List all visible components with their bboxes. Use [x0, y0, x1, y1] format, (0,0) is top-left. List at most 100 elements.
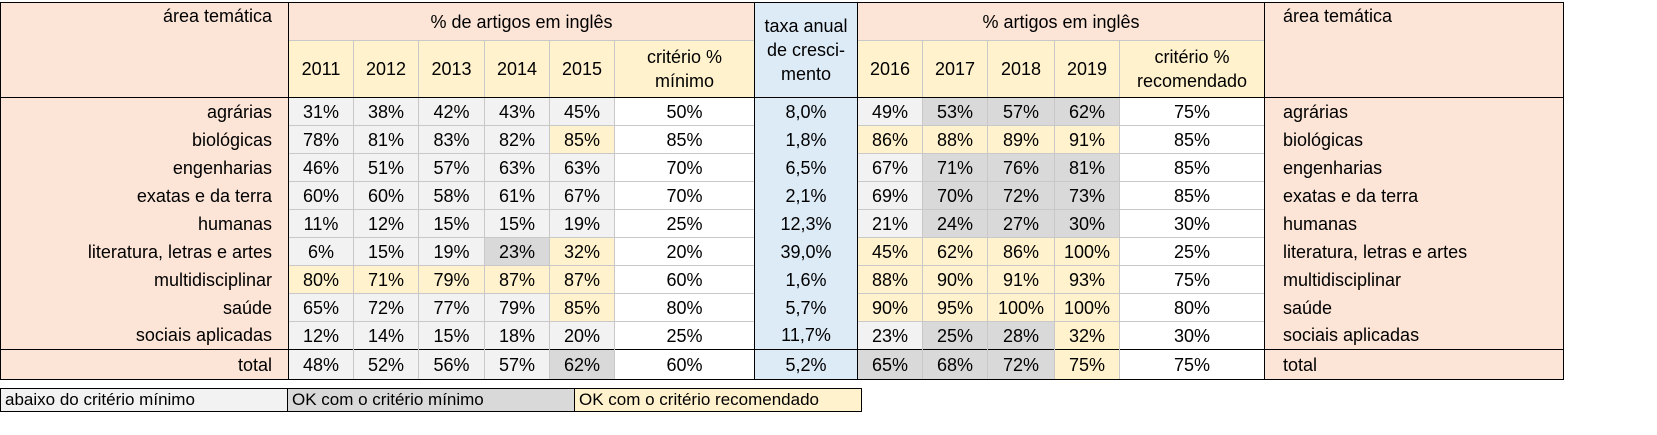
- value-cell: 45%: [857, 237, 923, 266]
- growth-cell: 39,0%: [754, 237, 858, 266]
- total-row: total 48% 52% 56% 57% 62% 60% 5,2% 65% 68% 72% 75% 7…: [0, 349, 1564, 380]
- value-cell: 90%: [857, 293, 923, 322]
- value-cell: 11%: [288, 209, 354, 238]
- value-cell: 77%: [418, 293, 485, 322]
- growth-cell: 12,3%: [754, 209, 858, 238]
- value-cell: 73%: [1054, 181, 1120, 210]
- value-cell: 79%: [484, 293, 550, 322]
- table-row: saúde 65% 72% 77% 79% 85% 80% 5,7% 90% 95% 100% 100…: [0, 293, 1564, 322]
- value-cell: 90%: [922, 265, 988, 294]
- criterio-recomendado-cell: 80%: [1119, 293, 1265, 322]
- value-cell: 87%: [549, 265, 615, 294]
- year-header: 2017: [922, 40, 988, 98]
- area-name: engenharias: [0, 153, 289, 182]
- group2-title: % artigos em inglês: [857, 2, 1265, 41]
- value-cell: 100%: [1054, 293, 1120, 322]
- value-cell: 60%: [353, 181, 419, 210]
- area-name-right: engenharias: [1264, 153, 1564, 182]
- value-cell: 38%: [353, 97, 419, 126]
- area-name: exatas e da terra: [0, 181, 289, 210]
- growth-cell: 1,6%: [754, 265, 858, 294]
- value-cell: 19%: [418, 237, 485, 266]
- criterio-recomendado-cell: 85%: [1119, 125, 1265, 154]
- value-cell: 62%: [1054, 97, 1120, 126]
- value-cell: 15%: [418, 321, 485, 350]
- value-cell: 31%: [288, 97, 354, 126]
- legend-below-min: abaixo do critério mínimo: [0, 388, 288, 412]
- value-cell: 100%: [1054, 237, 1120, 266]
- value-cell: 12%: [353, 209, 419, 238]
- growth-header: taxa anual de cresci-mento: [754, 2, 858, 98]
- group1-title: % de artigos em inglês: [288, 2, 755, 41]
- criterio-minimo-header: critério % mínimo: [614, 40, 755, 98]
- value-cell: 14%: [353, 321, 419, 350]
- value-cell: 72%: [987, 349, 1055, 380]
- value-cell: 89%: [987, 125, 1055, 154]
- value-cell: 63%: [549, 153, 615, 182]
- value-cell: 61%: [484, 181, 550, 210]
- value-cell: 82%: [484, 125, 550, 154]
- value-cell: 83%: [418, 125, 485, 154]
- value-cell: 95%: [922, 293, 988, 322]
- year-header: 2016: [857, 40, 923, 98]
- growth-cell: 11,7%: [754, 321, 858, 350]
- value-cell: 23%: [484, 237, 550, 266]
- english-articles-table: área temática % de artigos em inglês tax…: [0, 2, 1564, 380]
- value-cell: 88%: [922, 125, 988, 154]
- value-cell: 18%: [484, 321, 550, 350]
- area-header-right: área temática: [1264, 2, 1564, 98]
- year-header: 2014: [484, 40, 550, 98]
- value-cell: 71%: [922, 153, 988, 182]
- legend-ok-min: OK com o critério mínimo: [288, 388, 575, 412]
- value-cell: 78%: [288, 125, 354, 154]
- growth-cell: 1,8%: [754, 125, 858, 154]
- value-cell: 58%: [418, 181, 485, 210]
- value-cell: 67%: [857, 153, 923, 182]
- growth-cell: 5,2%: [754, 349, 858, 380]
- value-cell: 93%: [1054, 265, 1120, 294]
- value-cell: 25%: [922, 321, 988, 350]
- criterio-recomendado-cell: 75%: [1119, 97, 1265, 126]
- growth-cell: 8,0%: [754, 97, 858, 126]
- value-cell: 45%: [549, 97, 615, 126]
- value-cell: 87%: [484, 265, 550, 294]
- criterio-recomendado-cell: 85%: [1119, 153, 1265, 182]
- growth-cell: 6,5%: [754, 153, 858, 182]
- value-cell: 86%: [857, 125, 923, 154]
- criterio-minimo-cell: 80%: [614, 293, 755, 322]
- area-name: multidisciplinar: [0, 265, 289, 294]
- area-name: agrárias: [0, 97, 289, 126]
- year-header: 2015: [549, 40, 615, 98]
- area-name: biológicas: [0, 125, 289, 154]
- table-row: biológicas 78% 81% 83% 82% 85% 85% 1,8% 86% 88% 89…: [0, 125, 1564, 154]
- area-name-right: exatas e da terra: [1264, 181, 1564, 210]
- value-cell: 23%: [857, 321, 923, 350]
- area-name-right: biológicas: [1264, 125, 1564, 154]
- value-cell: 56%: [418, 349, 485, 380]
- criterio-recomendado-cell: 75%: [1119, 349, 1265, 380]
- year-header: 2013: [418, 40, 485, 98]
- value-cell: 65%: [288, 293, 354, 322]
- value-cell: 76%: [987, 153, 1055, 182]
- year-header: 2019: [1054, 40, 1120, 98]
- value-cell: 91%: [987, 265, 1055, 294]
- value-cell: 81%: [1054, 153, 1120, 182]
- criterio-minimo-cell: 60%: [614, 349, 755, 380]
- criterio-minimo-cell: 70%: [614, 153, 755, 182]
- value-cell: 85%: [549, 125, 615, 154]
- year-header: 2012: [353, 40, 419, 98]
- growth-cell: 2,1%: [754, 181, 858, 210]
- value-cell: 12%: [288, 321, 354, 350]
- value-cell: 100%: [987, 293, 1055, 322]
- criterio-recomendado-header: critério % recomendado: [1119, 40, 1265, 98]
- value-cell: 46%: [288, 153, 354, 182]
- value-cell: 53%: [922, 97, 988, 126]
- area-name-right: agrárias: [1264, 97, 1564, 126]
- criterio-minimo-cell: 20%: [614, 237, 755, 266]
- area-name-right: saúde: [1264, 293, 1564, 322]
- criterio-recomendado-cell: 85%: [1119, 181, 1265, 210]
- criterio-recomendado-cell: 25%: [1119, 237, 1265, 266]
- area-name-right: literatura, letras e artes: [1264, 237, 1564, 266]
- area-name: humanas: [0, 209, 289, 238]
- value-cell: 70%: [922, 181, 988, 210]
